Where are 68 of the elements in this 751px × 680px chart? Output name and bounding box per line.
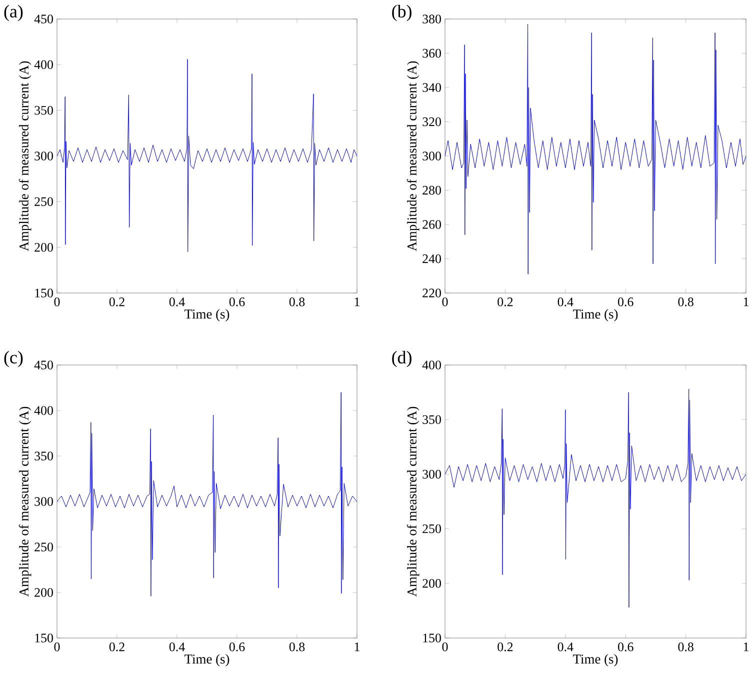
y-tick-label: 200 xyxy=(34,588,53,597)
x-tick-label: 0.8 xyxy=(289,642,305,652)
y-tick-label: 150 xyxy=(423,634,441,642)
x-tick-label: 0.4 xyxy=(169,642,185,652)
x-tick-label: 0.2 xyxy=(109,642,124,652)
y-tick-label: 250 xyxy=(34,197,53,206)
y-tick-label: 450 xyxy=(34,14,53,24)
y-axis-title: Amplitude of measured current (A) xyxy=(18,61,32,252)
x-tick-label: 1 xyxy=(354,298,360,306)
x-tick-label: 0.6 xyxy=(229,642,245,652)
y-tick-label: 220 xyxy=(422,288,441,298)
x-tick-label: 0.8 xyxy=(678,642,694,652)
x-tick-label: 0.4 xyxy=(169,298,185,306)
y-tick-label: 300 xyxy=(34,497,53,506)
y-tick-label: 300 xyxy=(422,470,441,479)
y-tick-label: 300 xyxy=(422,152,441,160)
y-tick-label: 360 xyxy=(422,48,441,58)
y-tick-label: 350 xyxy=(34,106,53,115)
y-tick-label: 350 xyxy=(422,415,441,424)
x-tick-label: 0.6 xyxy=(618,642,634,652)
line-series xyxy=(445,24,746,274)
line-series xyxy=(57,58,358,252)
chart-title: (a) xyxy=(4,4,23,22)
y-tick-label: 250 xyxy=(34,542,53,552)
x-tick-label: 1 xyxy=(744,298,748,306)
y-tick-label: 450 xyxy=(34,360,53,370)
y-tick-label: 200 xyxy=(34,242,53,252)
y-axis-title: Amplitude of measured current (A) xyxy=(406,61,420,252)
y-tick-label: 280 xyxy=(422,186,441,195)
chart-title: (c) xyxy=(4,350,23,368)
x-tick-label: 0 xyxy=(442,298,448,306)
chart-title: (d) xyxy=(392,350,412,368)
y-tick-label: 150 xyxy=(35,288,53,298)
x-tick-label: 0.2 xyxy=(498,298,513,306)
y-tick-label: 300 xyxy=(34,152,53,160)
x-axis-title: Time (s) xyxy=(184,654,230,666)
x-tick-label: 0.2 xyxy=(109,298,124,306)
y-tick-label: 150 xyxy=(35,634,53,642)
y-axis-title: Amplitude of measured current (A) xyxy=(18,406,32,597)
y-tick-label: 400 xyxy=(34,60,53,70)
x-axis-title: Time (s) xyxy=(184,309,230,322)
y-tick-label: 240 xyxy=(422,254,441,264)
line-series xyxy=(445,388,746,608)
chart-title: (b) xyxy=(392,4,412,22)
x-tick-label: 0.6 xyxy=(229,298,245,306)
x-axis-title: Time (s) xyxy=(573,654,618,666)
x-tick-label: 0.8 xyxy=(289,298,305,306)
x-axis-title: Time (s) xyxy=(573,309,618,322)
x-tick-label: 0 xyxy=(442,642,448,652)
y-tick-label: 250 xyxy=(422,524,441,534)
x-tick-label: 0.2 xyxy=(498,642,513,652)
x-tick-label: 0.4 xyxy=(558,642,574,652)
y-tick-label: 320 xyxy=(422,117,441,126)
x-tick-label: 0.6 xyxy=(618,298,634,306)
y-axis-title: Amplitude of measured current (A) xyxy=(406,406,420,597)
x-tick-label: 0.4 xyxy=(558,298,574,306)
x-tick-label: 1 xyxy=(354,642,360,652)
y-tick-label: 340 xyxy=(422,83,441,92)
x-tick-label: 0 xyxy=(54,642,60,652)
y-tick-label: 380 xyxy=(422,14,441,24)
x-tick-label: 0 xyxy=(54,298,60,306)
y-tick-label: 260 xyxy=(422,220,441,229)
x-tick-label: 1 xyxy=(744,642,748,652)
y-tick-label: 350 xyxy=(34,452,53,460)
y-tick-label: 400 xyxy=(34,406,53,415)
y-tick-label: 200 xyxy=(422,579,441,588)
y-tick-label: 400 xyxy=(422,360,441,370)
x-tick-label: 0.8 xyxy=(678,298,694,306)
